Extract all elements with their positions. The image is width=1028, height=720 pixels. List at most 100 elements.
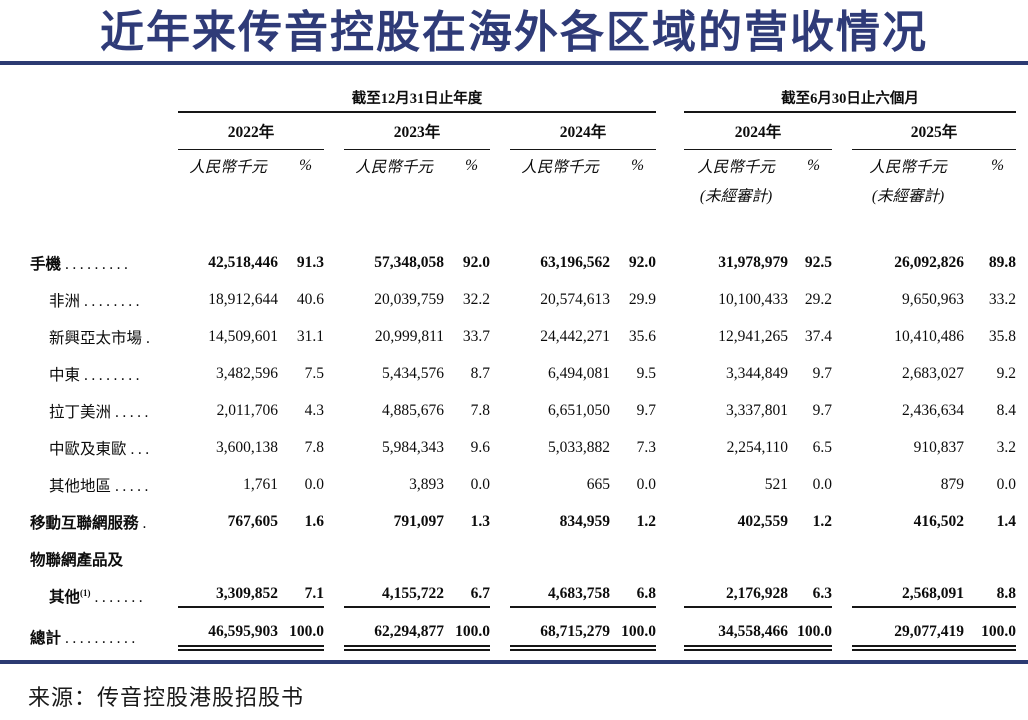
value-cell: 5,033,882 <box>548 438 610 456</box>
year-header-2022: 2022年 <box>178 112 324 150</box>
pct-cell: 33.7 <box>462 327 490 345</box>
pct-cell: 37.4 <box>804 327 832 345</box>
column-gap <box>324 540 344 577</box>
table-row: 中歐及東歐... 3,600,138 7.8 5,984,343 9.6 5,033,88… <box>30 429 1016 466</box>
value-cell: 879 <box>940 475 964 493</box>
pct-cell: 1.2 <box>636 512 656 530</box>
table-row: 移動互聯網服務. 767,605 1.6 791,097 1.3 834,959 1.2 40… <box>30 503 1016 540</box>
pct-header: % <box>299 157 312 175</box>
column-gap <box>324 318 344 355</box>
pct-cell: 9.2 <box>996 364 1017 382</box>
pct-cell: 6.5 <box>812 438 832 456</box>
column-gap <box>832 615 852 658</box>
row-label: 物聯網產品及 <box>30 551 124 569</box>
year-header-2023: 2023年 <box>344 112 490 150</box>
pct-cell: 7.8 <box>304 438 324 456</box>
value-cell: 46,595,903 <box>178 615 278 658</box>
column-gap <box>656 429 684 466</box>
value-cell: 24,442,271 <box>540 327 610 345</box>
unit-header: 人民幣千元 <box>355 159 433 177</box>
value-cell: 834,959 <box>559 512 610 530</box>
value-cell: 3,600,138 <box>216 438 278 456</box>
column-gap <box>832 281 852 318</box>
empty-cell <box>30 86 178 112</box>
table-row: 物聯網產品及 <box>30 540 1016 577</box>
pct-cell: 100.0 <box>610 615 656 658</box>
empty-cell <box>30 207 1016 244</box>
pct-cell: 92.0 <box>462 253 490 271</box>
pct-cell: 1.6 <box>304 512 324 530</box>
pct-cell: 92.5 <box>804 253 832 271</box>
pct-cell: 31.1 <box>296 327 324 345</box>
value-cell: 3,337,801 <box>726 401 788 419</box>
year-header-2024-interim: 2024年 <box>684 112 832 150</box>
column-gap <box>656 244 684 281</box>
table-header: 截至12月31日止年度 截至6月30日止六個月 2022年 2023年 2024… <box>30 86 1017 244</box>
column-gap <box>490 318 510 355</box>
row-label: 中歐及東歐... <box>49 440 153 458</box>
pct-cell: 9.5 <box>636 364 656 382</box>
column-gap <box>324 244 344 281</box>
column-gap <box>832 466 852 503</box>
column-gap <box>324 281 344 318</box>
column-gap <box>832 392 852 429</box>
value-cell: 4,683,758 <box>510 577 610 615</box>
pct-cell: 100.0 <box>444 615 490 658</box>
row-label: 移動互聯網服務. <box>30 514 150 532</box>
pct-cell: 8.4 <box>996 401 1017 419</box>
table-row: 其他地區..... 1,761 0.0 3,893 0.0 665 0.0 521 0.0 879… <box>30 466 1016 503</box>
unaudited-note: (未經審計) <box>871 188 945 205</box>
column-gap <box>490 503 510 540</box>
value-cell: 26,092,826 <box>894 253 964 271</box>
pct-cell: 89.8 <box>988 253 1017 271</box>
pct-cell: 29.9 <box>628 290 656 308</box>
column-gap <box>490 392 510 429</box>
empty-cell <box>30 112 178 149</box>
pct-cell: 0.0 <box>470 475 490 493</box>
value-cell <box>178 540 278 577</box>
column-gap <box>656 149 684 183</box>
value-cell: 14,509,601 <box>208 327 278 345</box>
column-gap <box>490 429 510 466</box>
column-gap <box>656 466 684 503</box>
value-cell: 3,893 <box>409 475 444 493</box>
pct-cell: 40.6 <box>296 290 324 308</box>
pct-cell: 91.3 <box>296 253 324 271</box>
pct-cell: 7.5 <box>304 364 324 382</box>
unit-header: 人民幣千元 <box>869 159 947 177</box>
column-gap <box>324 355 344 392</box>
pct-cell: 0.0 <box>996 475 1017 493</box>
unaudited-note: (未經審計) <box>699 188 773 205</box>
column-gap <box>656 355 684 392</box>
column-gap <box>656 540 684 577</box>
column-gap <box>656 281 684 318</box>
column-gap <box>490 112 510 149</box>
pct-cell: 9.7 <box>812 401 832 419</box>
pct-cell: 9.6 <box>470 438 490 456</box>
page-title: 近年来传音控股在海外各区域的营收情况 <box>100 8 928 57</box>
source-note: 来源：传音控股港股招股书 <box>28 685 305 710</box>
empty-cell <box>30 149 178 183</box>
column-gap <box>490 355 510 392</box>
table-row: 拉丁美洲..... 2,011,706 4.3 4,885,676 7.8 6,651,0… <box>30 392 1016 429</box>
value-cell: 6,494,081 <box>548 364 610 382</box>
table-row: 總計.......... 46,595,903 100.0 62,294,877 100… <box>30 615 1017 658</box>
group-header-annual: 截至12月31日止年度 <box>178 86 656 113</box>
column-gap <box>656 86 684 112</box>
pct-cell: 9.7 <box>812 364 832 382</box>
value-cell: 3,344,849 <box>726 364 788 382</box>
column-gap <box>490 577 510 615</box>
value-cell: 665 <box>586 475 610 493</box>
pct-cell: 100.0 <box>788 615 832 658</box>
pct-cell <box>788 540 832 577</box>
unit-header: 人民幣千元 <box>189 159 267 177</box>
group-header-interim: 截至6月30日止六個月 <box>684 86 1017 113</box>
column-gap <box>324 149 344 183</box>
value-cell: 9,650,963 <box>902 290 964 308</box>
column-gap <box>832 540 852 577</box>
pct-cell: 35.8 <box>988 327 1017 345</box>
pct-cell <box>610 540 656 577</box>
value-cell: 910,837 <box>913 438 964 456</box>
pct-cell <box>278 540 324 577</box>
